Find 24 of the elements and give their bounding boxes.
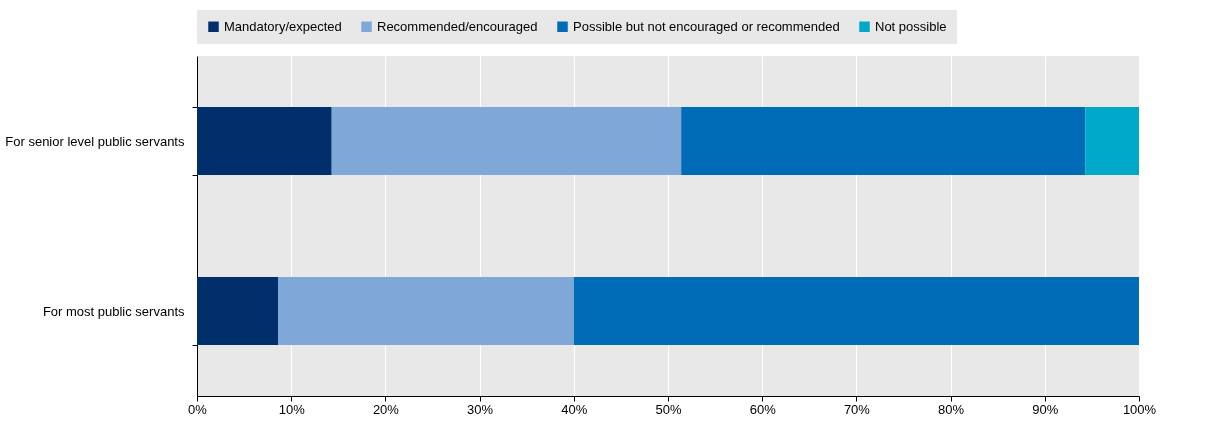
legend-label: Not possible xyxy=(875,18,947,34)
bar xyxy=(1085,107,1139,175)
bar xyxy=(331,107,682,175)
y-tick-label: For most public servants xyxy=(42,303,185,319)
x-tick-label: 10% xyxy=(278,401,306,417)
bar xyxy=(681,107,1086,175)
x-tick-label: 100% xyxy=(1122,401,1157,417)
legend-label: Recommended/encouraged xyxy=(377,18,538,34)
x-tick-label: 50% xyxy=(655,401,682,417)
x-tick-label: 70% xyxy=(843,401,871,417)
x-tick-label: 90% xyxy=(1032,401,1059,417)
bar xyxy=(278,277,574,345)
legend-label: Mandatory/expected xyxy=(224,18,342,34)
x-tick-label: 40% xyxy=(561,401,588,417)
legend-label: Possible but not encouraged or recommended xyxy=(573,18,840,34)
x-tick-label: 30% xyxy=(467,401,494,417)
bar xyxy=(197,107,332,175)
x-tick-label: 60% xyxy=(749,401,777,417)
x-tick-label: 0% xyxy=(188,401,208,417)
bar xyxy=(197,277,279,345)
x-tick-label: 80% xyxy=(938,401,965,417)
x-tick-label: 20% xyxy=(372,401,400,417)
bar xyxy=(573,277,1139,345)
y-tick-label: For senior level public servants xyxy=(5,133,185,149)
